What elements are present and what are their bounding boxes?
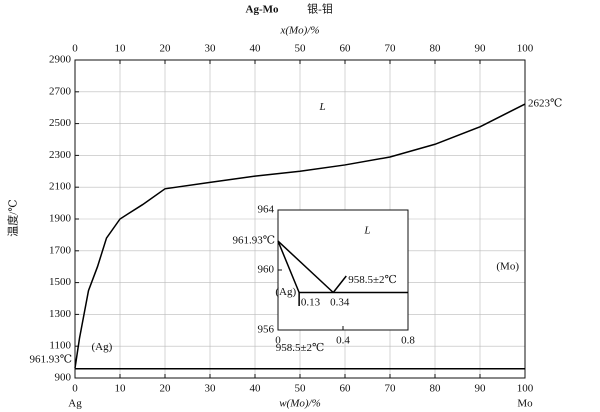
x2-tick-label: 40 [250,43,262,55]
x-top-label: x(Mo)/% [279,25,319,37]
y-tick-label: 1900 [49,213,72,225]
x2-tick-label: 60 [340,43,352,55]
y-tick-label: 1300 [49,308,72,320]
plot-area [278,210,408,330]
x-tick-label: 60 [340,383,352,395]
x2-tick-label: 0 [72,43,78,55]
plot-frame [277,209,409,331]
chart-title: Ag-Mo [246,4,279,16]
x-tick-label: 0.4 [336,335,350,347]
x-tick-label: 100 [517,383,534,395]
y-tick-label: 2500 [49,117,72,129]
x2-tick-label: 20 [160,43,172,55]
x-tick-label: 80 [430,383,442,395]
y-tick-label: 1700 [49,244,72,256]
annotation: 958.5±2℃ [276,342,325,354]
annotation: L [363,225,370,237]
x-label: w(Mo)/% [279,398,321,410]
phase-line [74,103,526,369]
y-tick-label: 2900 [49,54,72,66]
x2-tick-label: 80 [430,43,442,55]
annotation: 961.93℃ [232,235,275,247]
y-tick-label: 2100 [49,181,72,193]
x-tick-label: 10 [115,383,127,395]
y-tick-label: 2300 [49,149,72,161]
annotation: 958.5±2℃ [348,274,397,286]
y-tick-label: 960 [258,264,275,276]
x2-tick-label: 50 [295,43,307,55]
y-tick-label: 1100 [49,340,71,352]
chart-subtitle: 银-钼 [307,2,333,16]
annotation: (Ag) [92,341,113,353]
y-tick-label: 900 [55,372,72,384]
x2-tick-label: 90 [475,43,487,55]
phase-line [277,240,334,294]
y-label: 温度/℃ [6,199,20,236]
x-tick-label: 40 [250,383,262,395]
x2-tick-label: 100 [517,43,534,55]
phase-line [332,275,347,293]
annotation: 2623℃ [528,98,562,110]
x-tick-label: 0.8 [401,335,415,347]
x-tick-label: 0 [275,335,281,347]
annotation: 0.34 [330,297,350,309]
x2-tick-label: 70 [385,43,397,55]
x2-tick-label: 10 [115,43,127,55]
x-tick-label: 70 [385,383,397,395]
x-tick-label: 0 [72,383,78,395]
annotation: L [318,101,325,113]
x-tick-label: 50 [295,383,307,395]
x-tick-label: 30 [205,383,217,395]
annotation: 961.93℃ [29,354,72,366]
annotation: (Ag) [275,286,296,298]
y-tick-label: 1500 [49,276,72,288]
x2-tick-label: 30 [205,43,217,55]
y-tick-label: 956 [258,324,275,336]
plot-frame [74,59,526,379]
right-end-label: Mo [517,398,533,410]
y-tick-label: 2700 [49,85,72,97]
annotation: 0.13 [301,297,321,309]
left-end-label: Ag [68,398,82,410]
x-tick-label: 90 [475,383,487,395]
x-tick-label: 20 [160,383,172,395]
annotation: (Mo) [496,260,519,272]
y-tick-label: 964 [258,204,275,216]
